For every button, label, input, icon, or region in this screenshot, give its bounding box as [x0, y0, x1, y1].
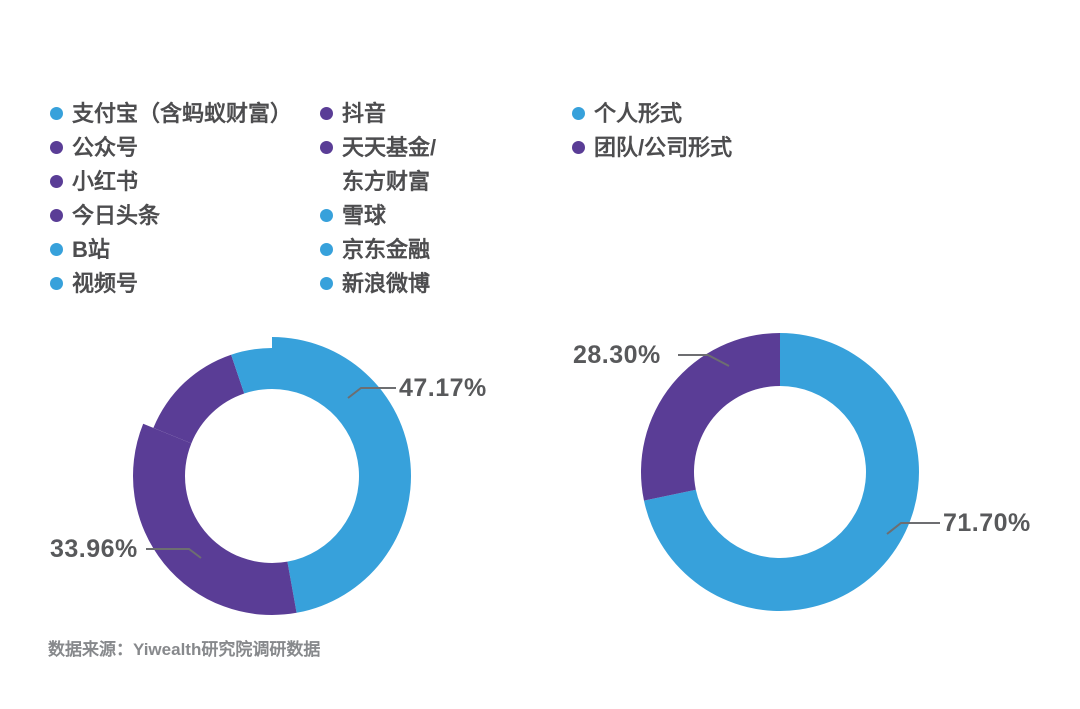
legend-item-wechat-video: 视频号 [50, 267, 292, 301]
legend-bullet-dot [320, 209, 333, 222]
form-distribution-segment-0 [643, 333, 919, 611]
platform-distribution-segment-2 [153, 354, 245, 444]
legend-bullet-dot [572, 107, 585, 120]
data-source-note: 数据来源：Yiwealth研究院调研数据 [48, 640, 321, 659]
legend-label: 视频号 [72, 271, 139, 296]
legend-item-tiantian-eastmoney: 天天基金/ 东方财富 [320, 131, 436, 199]
legend-label: 小红书 [72, 169, 139, 194]
legend-label: 今日头条 [72, 203, 161, 228]
legend-label: 京东金融 [342, 237, 431, 262]
legend-label: 支付宝（含蚂蚁财富） [72, 101, 293, 126]
legend-item-alipay: 支付宝（含蚂蚁财富） [50, 97, 292, 131]
legend-item-team-company-form: 团队/公司形式 [572, 131, 732, 165]
form-distribution-segment-1 [641, 333, 780, 501]
legend-label: 公众号 [72, 135, 139, 160]
legend-label: 新浪微博 [342, 271, 431, 296]
legend-label: 天天基金/ 东方财富 [342, 135, 437, 194]
legend-item-toutiao: 今日头条 [50, 199, 292, 233]
platform-donut-chart [133, 337, 412, 615]
callout-label-platform-blue: 47.17% [399, 374, 487, 402]
legend-bullet-dot [50, 107, 63, 120]
legend-item-jd-finance: 京东金融 [320, 233, 436, 267]
platform-legend-column-1: 支付宝（含蚂蚁财富） 公众号 小红书 今日头条 B站 视频号 [50, 97, 292, 301]
platform-distribution-segment-0 [272, 337, 412, 613]
form-donut-chart [641, 333, 919, 611]
callout-label-form-purple: 28.30% [573, 341, 661, 369]
legend-label: 团队/公司形式 [594, 135, 733, 160]
legend-item-sina-weibo: 新浪微博 [320, 267, 436, 301]
legend-bullet-dot [320, 277, 333, 290]
legend-label: 个人形式 [594, 101, 683, 126]
legend-label: B站 [72, 237, 110, 262]
legend-bullet-dot [50, 277, 63, 290]
platform-legend-column-2: 抖音 天天基金/ 东方财富 雪球 京东金融 新浪微博 [320, 97, 436, 301]
legend-bullet-dot [50, 141, 63, 154]
legend-bullet-dot [320, 107, 333, 120]
legend-bullet-dot [320, 243, 333, 256]
platform-distribution-segment-1 [133, 423, 297, 615]
legend-item-douyin: 抖音 [320, 97, 436, 131]
legend-bullet-dot [50, 243, 63, 256]
legend-bullet-dot [50, 175, 63, 188]
legend-bullet-dot [320, 141, 333, 154]
legend-item-xueqiu: 雪球 [320, 199, 436, 233]
legend-label: 雪球 [342, 203, 387, 228]
legend-bullet-dot [50, 209, 63, 222]
platform-distribution-segment-3 [231, 348, 272, 394]
callout-label-form-blue: 71.70% [943, 509, 1031, 537]
legend-item-xiaohongshu: 小红书 [50, 165, 292, 199]
legend-label: 抖音 [342, 101, 387, 126]
legend-item-individual-form: 个人形式 [572, 97, 732, 131]
callout-label-platform-purple: 33.96% [50, 535, 138, 563]
legend-item-wechat-official: 公众号 [50, 131, 292, 165]
legend-item-bilibili: B站 [50, 233, 292, 267]
legend-bullet-dot [572, 141, 585, 154]
form-legend: 个人形式 团队/公司形式 [572, 97, 732, 165]
